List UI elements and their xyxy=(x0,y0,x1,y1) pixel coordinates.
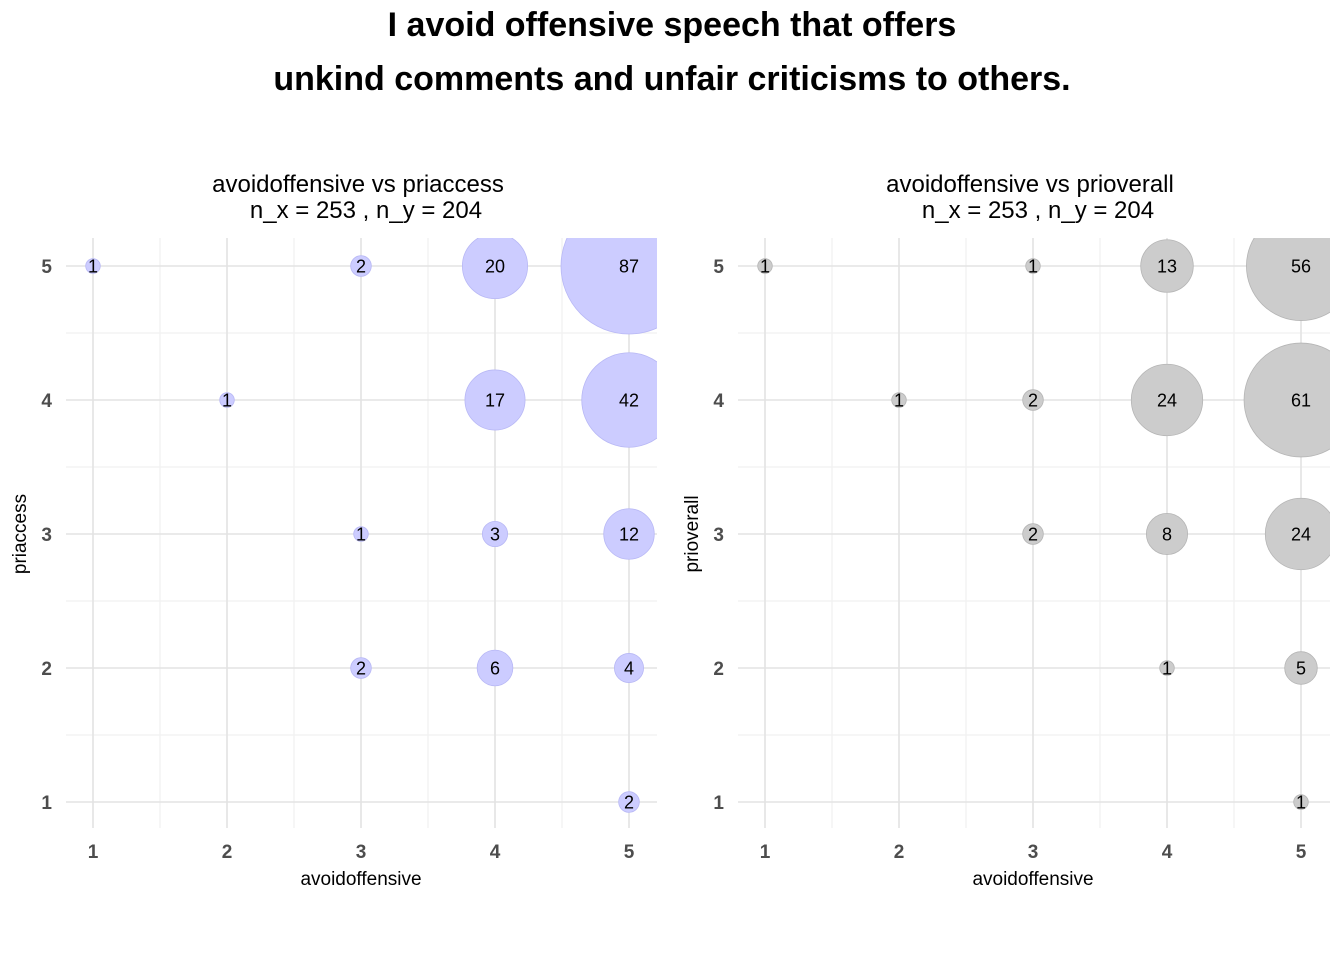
bubble xyxy=(618,791,640,813)
panel-title: avoidoffensive vs prioverall xyxy=(886,171,1174,198)
bubble xyxy=(581,352,657,448)
bubble xyxy=(353,526,369,542)
bubble-label: 24 xyxy=(1291,525,1311,545)
y-axis-title: priaccess xyxy=(10,494,31,574)
bubble-label: 12 xyxy=(619,525,639,545)
bubble-label: 3 xyxy=(490,525,500,545)
bubble xyxy=(614,653,644,683)
bubble xyxy=(757,258,773,274)
bubble-label: 4 xyxy=(624,659,634,679)
bubble xyxy=(1130,363,1204,437)
y-tick-label: 2 xyxy=(713,659,724,680)
bubble xyxy=(85,258,101,274)
bubble xyxy=(603,508,655,560)
y-tick-label: 4 xyxy=(41,391,52,412)
bubble-label: 1 xyxy=(1028,257,1038,277)
bubble xyxy=(219,392,235,408)
bubble-label: 87 xyxy=(619,257,639,277)
bubble-label: 1 xyxy=(1162,659,1172,679)
bubble xyxy=(1246,238,1330,321)
bubble xyxy=(1140,239,1194,293)
bubble-label: 2 xyxy=(624,793,634,813)
bubble xyxy=(1243,342,1330,458)
x-tick-label: 1 xyxy=(760,842,771,863)
x-tick-label: 1 xyxy=(88,842,99,863)
y-tick-label: 5 xyxy=(41,257,52,278)
bubble-label: 13 xyxy=(1157,257,1177,277)
bubble-label: 6 xyxy=(490,659,500,679)
y-tick-label: 3 xyxy=(713,525,724,546)
x-axis-title: avoidoffensive xyxy=(300,869,421,890)
bubble xyxy=(1145,512,1189,556)
bubble-label: 1 xyxy=(356,525,366,545)
bubble-label: 2 xyxy=(356,659,366,679)
bubble-label: 2 xyxy=(356,257,366,277)
bubble xyxy=(1022,389,1044,411)
bubble xyxy=(1159,660,1175,676)
y-tick-label: 5 xyxy=(713,257,724,278)
x-tick-label: 5 xyxy=(1296,842,1307,863)
bubble xyxy=(560,238,657,335)
bubble-label: 1 xyxy=(1296,793,1306,813)
bubble-layer xyxy=(757,238,1330,810)
bubble-label: 17 xyxy=(485,391,505,411)
figure-title-line-2: unkind comments and unfair criticisms to… xyxy=(273,60,1071,98)
bubble-label: 1 xyxy=(760,257,770,277)
bubble xyxy=(462,238,528,299)
x-tick-label: 3 xyxy=(1028,842,1039,863)
y-tick-label: 1 xyxy=(713,793,724,814)
x-tick-label: 4 xyxy=(1162,842,1173,863)
y-tick-label: 1 xyxy=(41,793,52,814)
bubble xyxy=(350,255,372,277)
bubble-label: 56 xyxy=(1291,257,1311,277)
y-tick-label: 4 xyxy=(713,391,724,412)
x-tick-label: 4 xyxy=(490,842,501,863)
x-tick-label: 2 xyxy=(894,842,905,863)
bubble xyxy=(1293,794,1309,810)
panel-subtitle: n_x = 253 , n_y = 204 xyxy=(250,197,482,224)
y-tick-label: 2 xyxy=(41,659,52,680)
bubble-layer xyxy=(85,238,657,813)
bubble xyxy=(891,392,907,408)
x-tick-label: 3 xyxy=(356,842,367,863)
bubble-label: 24 xyxy=(1157,391,1177,411)
bubble-label: 1 xyxy=(894,391,904,411)
panel-subtitle: n_x = 253 , n_y = 204 xyxy=(922,197,1154,224)
bubble-label: 8 xyxy=(1162,525,1172,545)
x-axis-title: avoidoffensive xyxy=(972,869,1093,890)
bubble-label: 61 xyxy=(1291,391,1311,411)
bubble-label: 42 xyxy=(619,391,639,411)
x-tick-label: 2 xyxy=(222,842,233,863)
figure-title-line-1: I avoid offensive speech that offers xyxy=(387,6,957,44)
bubble xyxy=(1264,497,1330,571)
bubble-label: 1 xyxy=(88,257,98,277)
bubble xyxy=(350,657,372,679)
bubble-label: 2 xyxy=(1028,391,1038,411)
x-tick-label: 5 xyxy=(624,842,635,863)
bubble-label: 20 xyxy=(485,257,505,277)
y-tick-label: 3 xyxy=(41,525,52,546)
panel-title: avoidoffensive vs priaccess xyxy=(212,171,504,198)
bubble-label: 2 xyxy=(1028,525,1038,545)
bubble-label: 5 xyxy=(1296,659,1306,679)
y-axis-title: prioverall xyxy=(682,495,703,572)
bubble xyxy=(1284,651,1318,685)
bubble xyxy=(464,369,526,431)
bubble-label: 1 xyxy=(222,391,232,411)
bubble xyxy=(1022,523,1044,545)
bubble xyxy=(476,649,514,687)
bubble xyxy=(1025,258,1041,274)
bubble xyxy=(481,520,509,548)
